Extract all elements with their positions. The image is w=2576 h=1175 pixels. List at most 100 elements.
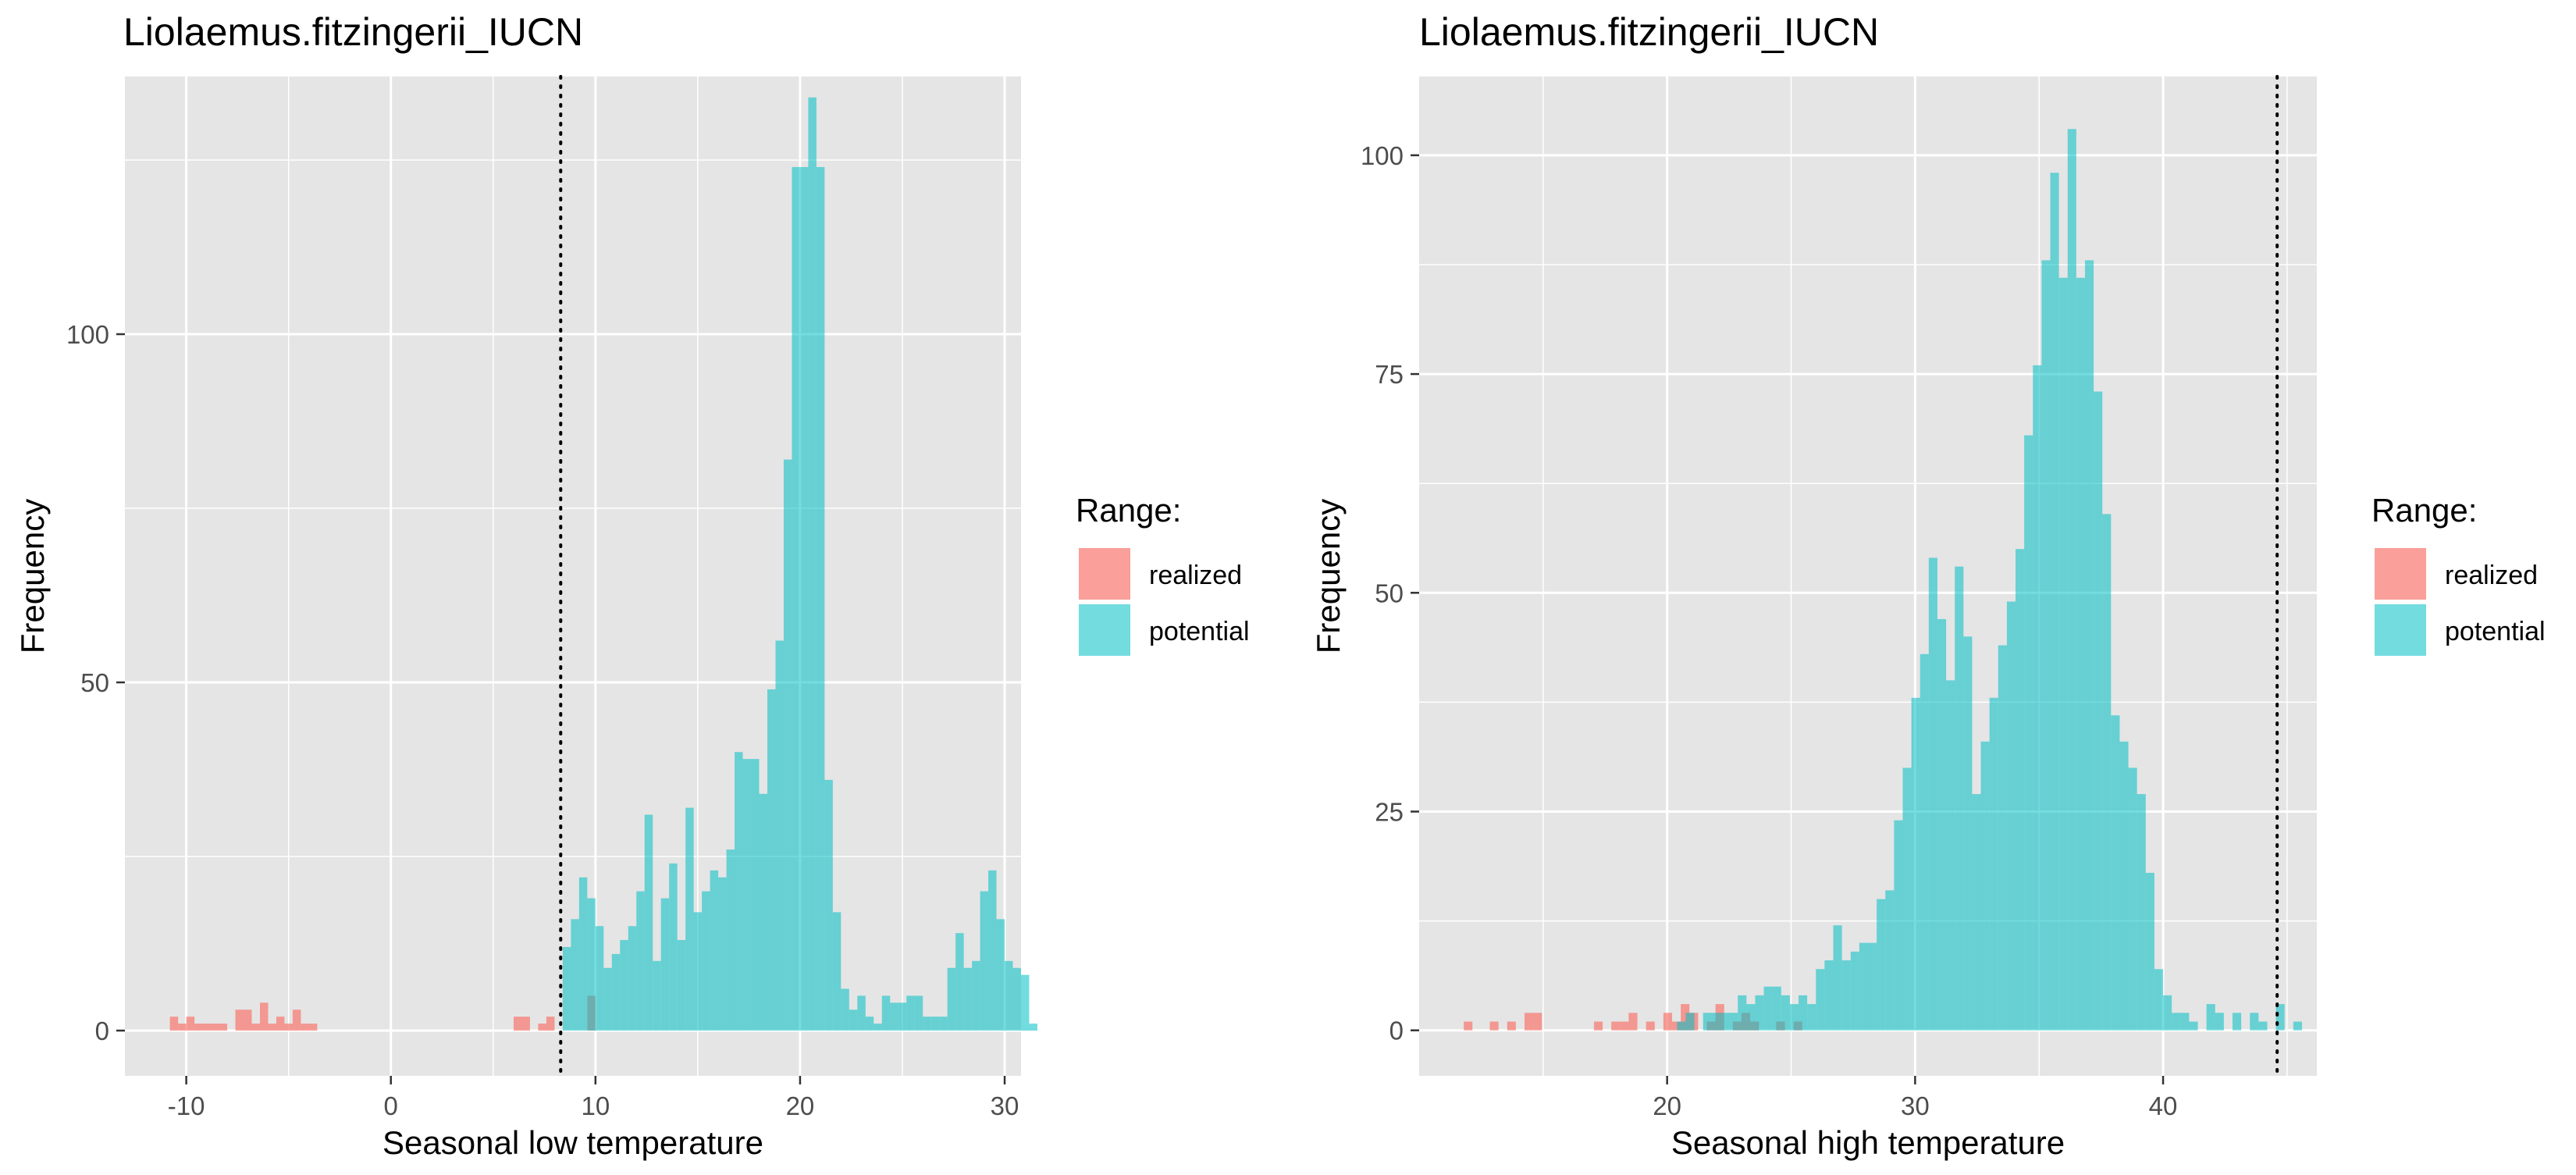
y-tick-label: 25 [1375, 798, 1404, 827]
bar-potential [2128, 767, 2137, 1031]
bar-potential [677, 940, 686, 1031]
bar-realized [1628, 1013, 1638, 1031]
bar-potential [562, 946, 571, 1031]
plot-background-left [125, 77, 1021, 1076]
bar-potential [2041, 260, 2051, 1031]
bar-potential [1799, 995, 1808, 1031]
bar-potential [1703, 1013, 1712, 1031]
bar-potential [1021, 974, 1030, 1031]
bar-potential [2215, 1013, 2224, 1031]
x-tick-label: 30 [1901, 1091, 1930, 1120]
bar-realized [1525, 1013, 1534, 1031]
legend-key-realized-left [1079, 548, 1130, 600]
bar-potential [930, 1017, 940, 1031]
bar-potential [980, 891, 989, 1031]
legend-right: Range: realized potential [2371, 492, 2546, 656]
bar-potential [972, 960, 980, 1031]
legend-label-potential-right: potential [2445, 617, 2546, 646]
bar-realized [235, 1009, 244, 1031]
x-tick-label: -10 [168, 1091, 205, 1120]
bar-realized [186, 1017, 195, 1031]
x-axis-ticks-right: 20 30 40 [1653, 1076, 2177, 1120]
bar-potential [906, 995, 915, 1031]
bar-potential [1955, 566, 1964, 1031]
bar-realized [1646, 1021, 1655, 1031]
bar-realized [259, 1002, 269, 1031]
legend-label-realized-left: realized [1149, 561, 1242, 590]
bar-potential [988, 870, 997, 1031]
bar-potential [1911, 697, 1920, 1031]
bar-realized [194, 1024, 203, 1031]
bar-potential [841, 988, 849, 1031]
bar-potential [2232, 1013, 2242, 1031]
bar-potential [865, 1017, 874, 1031]
x-axis-label-left: Seasonal low temperature [382, 1124, 763, 1161]
bar-potential [1029, 1024, 1037, 1031]
bar-potential [710, 870, 719, 1031]
y-tick-label: 0 [1389, 1017, 1404, 1045]
bar-potential [2024, 435, 2033, 1031]
bar-potential [2145, 872, 2154, 1031]
bar-potential [1989, 697, 1998, 1031]
bar-potential [587, 898, 596, 1031]
bar-potential [955, 933, 964, 1031]
bar-potential [1850, 951, 1859, 1031]
legend-title-right: Range: [2371, 492, 2477, 529]
bar-potential [653, 960, 661, 1031]
bar-potential [1980, 741, 1990, 1031]
bar-potential [792, 166, 800, 1031]
bar-potential [1894, 820, 1903, 1031]
bar-realized [251, 1024, 260, 1031]
bar-potential [1824, 960, 1834, 1031]
bar-realized [1620, 1021, 1629, 1031]
bar-potential [1789, 1004, 1799, 1031]
bar-potential [2006, 601, 2016, 1031]
bar-potential [718, 877, 727, 1031]
bar-realized [292, 1009, 301, 1031]
bar-realized [169, 1017, 179, 1031]
bar-potential [685, 807, 694, 1031]
bar-potential [2076, 277, 2085, 1031]
bar-potential [2189, 1021, 2198, 1031]
bar-potential [1746, 1004, 1756, 1031]
bar-realized [211, 1024, 219, 1031]
bar-potential [1928, 557, 1937, 1031]
series-potential-left [562, 97, 1037, 1031]
x-axis-ticks-left: -10 0 10 20 30 [168, 1076, 1019, 1120]
bar-potential [1720, 1013, 1730, 1031]
bar-realized [284, 1024, 293, 1031]
bar-potential [1902, 767, 1912, 1031]
bar-potential [702, 891, 710, 1031]
legend-left: Range: realized potential [1076, 492, 1250, 656]
bar-potential [2137, 794, 2146, 1031]
y-tick-label: 50 [1375, 579, 1404, 607]
bar-potential [2016, 549, 2025, 1031]
bar-potential [2067, 129, 2076, 1031]
bar-potential [1877, 899, 1886, 1031]
bar-realized [1489, 1021, 1499, 1031]
bar-realized [178, 1024, 187, 1031]
y-tick-label: 75 [1375, 360, 1404, 389]
bar-potential [611, 953, 621, 1031]
y-tick-label: 50 [80, 668, 109, 697]
legend-label-potential-left: potential [1149, 617, 1250, 646]
bar-potential [824, 779, 833, 1031]
bar-potential [1772, 986, 1781, 1031]
legend-title-left: Range: [1076, 492, 1181, 529]
bar-potential [881, 995, 891, 1031]
bar-potential [1885, 890, 1895, 1031]
bar-potential [1868, 942, 1877, 1031]
y-tick-label: 0 [95, 1017, 109, 1045]
chart-panel-left: Liolaemus.fitzingerii_IUCN -10 0 10 20 30 0 5… [14, 10, 1250, 1161]
bar-realized [308, 1024, 318, 1031]
y-axis-ticks-left: 0 50 100 [66, 320, 125, 1045]
bar-potential [1005, 960, 1013, 1031]
bar-realized [1533, 1013, 1542, 1031]
x-tick-label: 40 [2149, 1091, 2178, 1120]
series-potential-right [1677, 129, 2302, 1031]
bar-realized [219, 1024, 228, 1031]
bar-potential [816, 166, 825, 1031]
bar-potential [2094, 391, 2103, 1031]
